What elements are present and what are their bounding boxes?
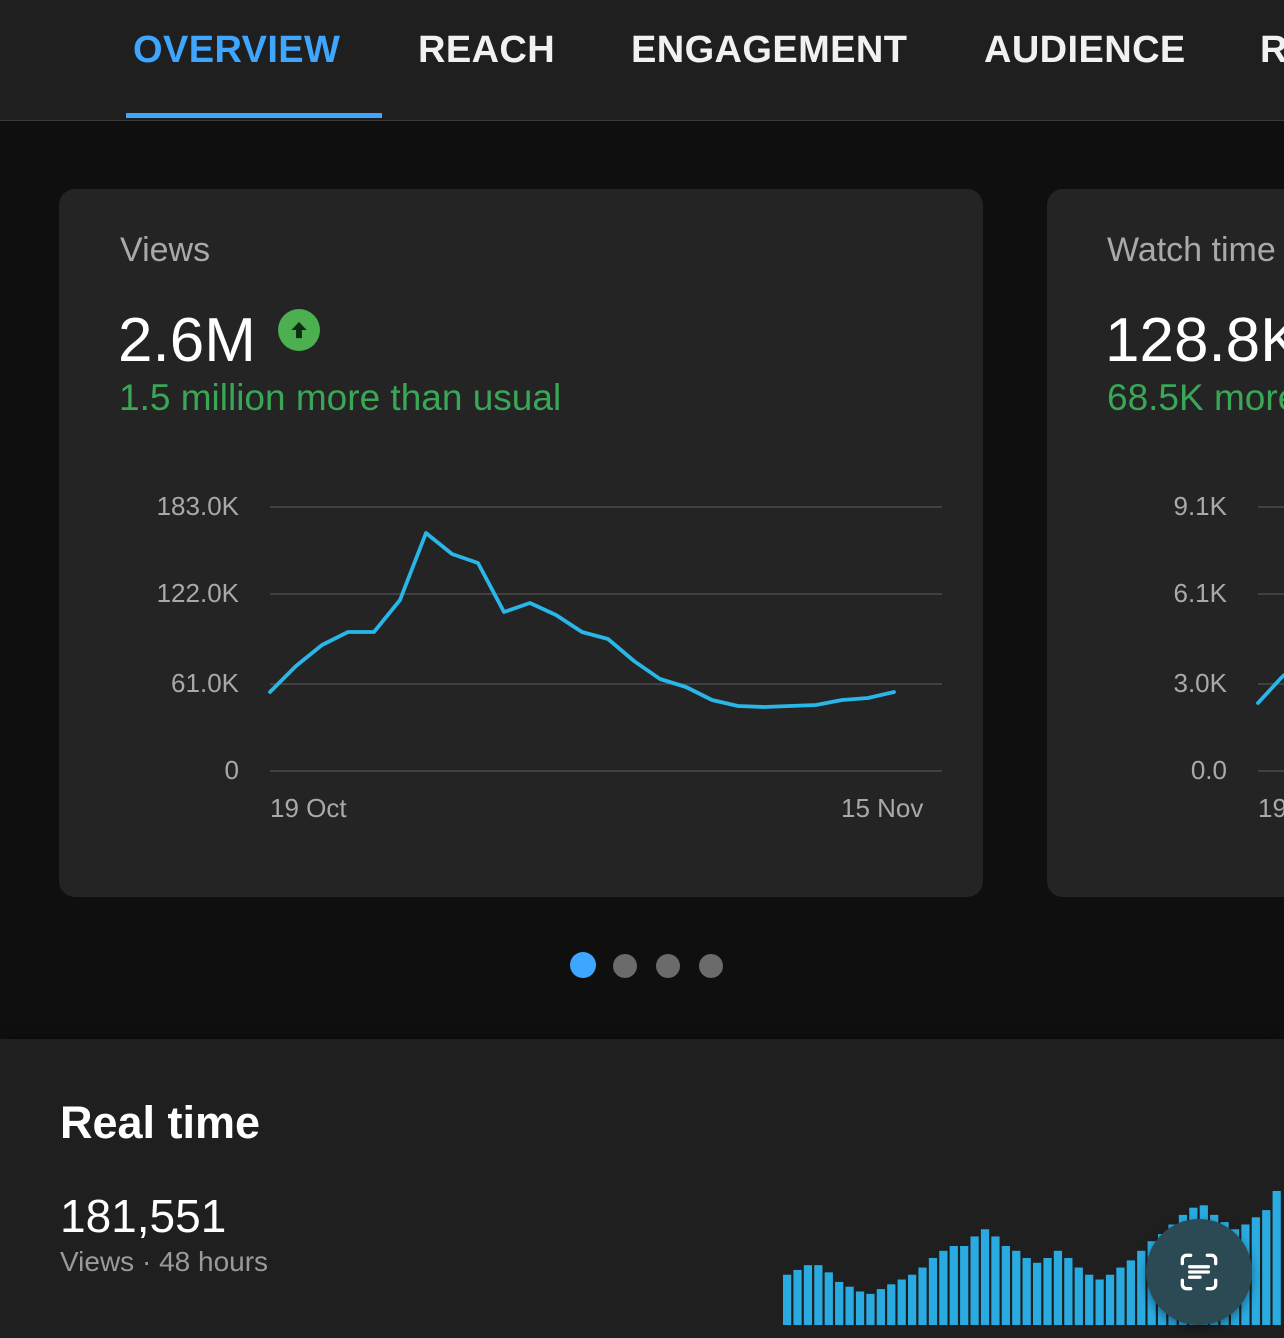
svg-text:122.0K: 122.0K	[157, 578, 240, 608]
svg-text:6.1K: 6.1K	[1174, 578, 1228, 608]
svg-text:183.0K: 183.0K	[157, 491, 240, 521]
svg-text:61.0K: 61.0K	[171, 668, 240, 698]
svg-text:3.0K: 3.0K	[1174, 668, 1228, 698]
svg-text:19 O: 19 O	[1258, 793, 1284, 823]
svg-text:0.0: 0.0	[1191, 755, 1227, 785]
svg-text:0: 0	[225, 755, 239, 785]
svg-text:19 Oct: 19 Oct	[270, 793, 347, 823]
svg-text:15 Nov: 15 Nov	[841, 793, 923, 823]
svg-text:9.1K: 9.1K	[1174, 491, 1228, 521]
